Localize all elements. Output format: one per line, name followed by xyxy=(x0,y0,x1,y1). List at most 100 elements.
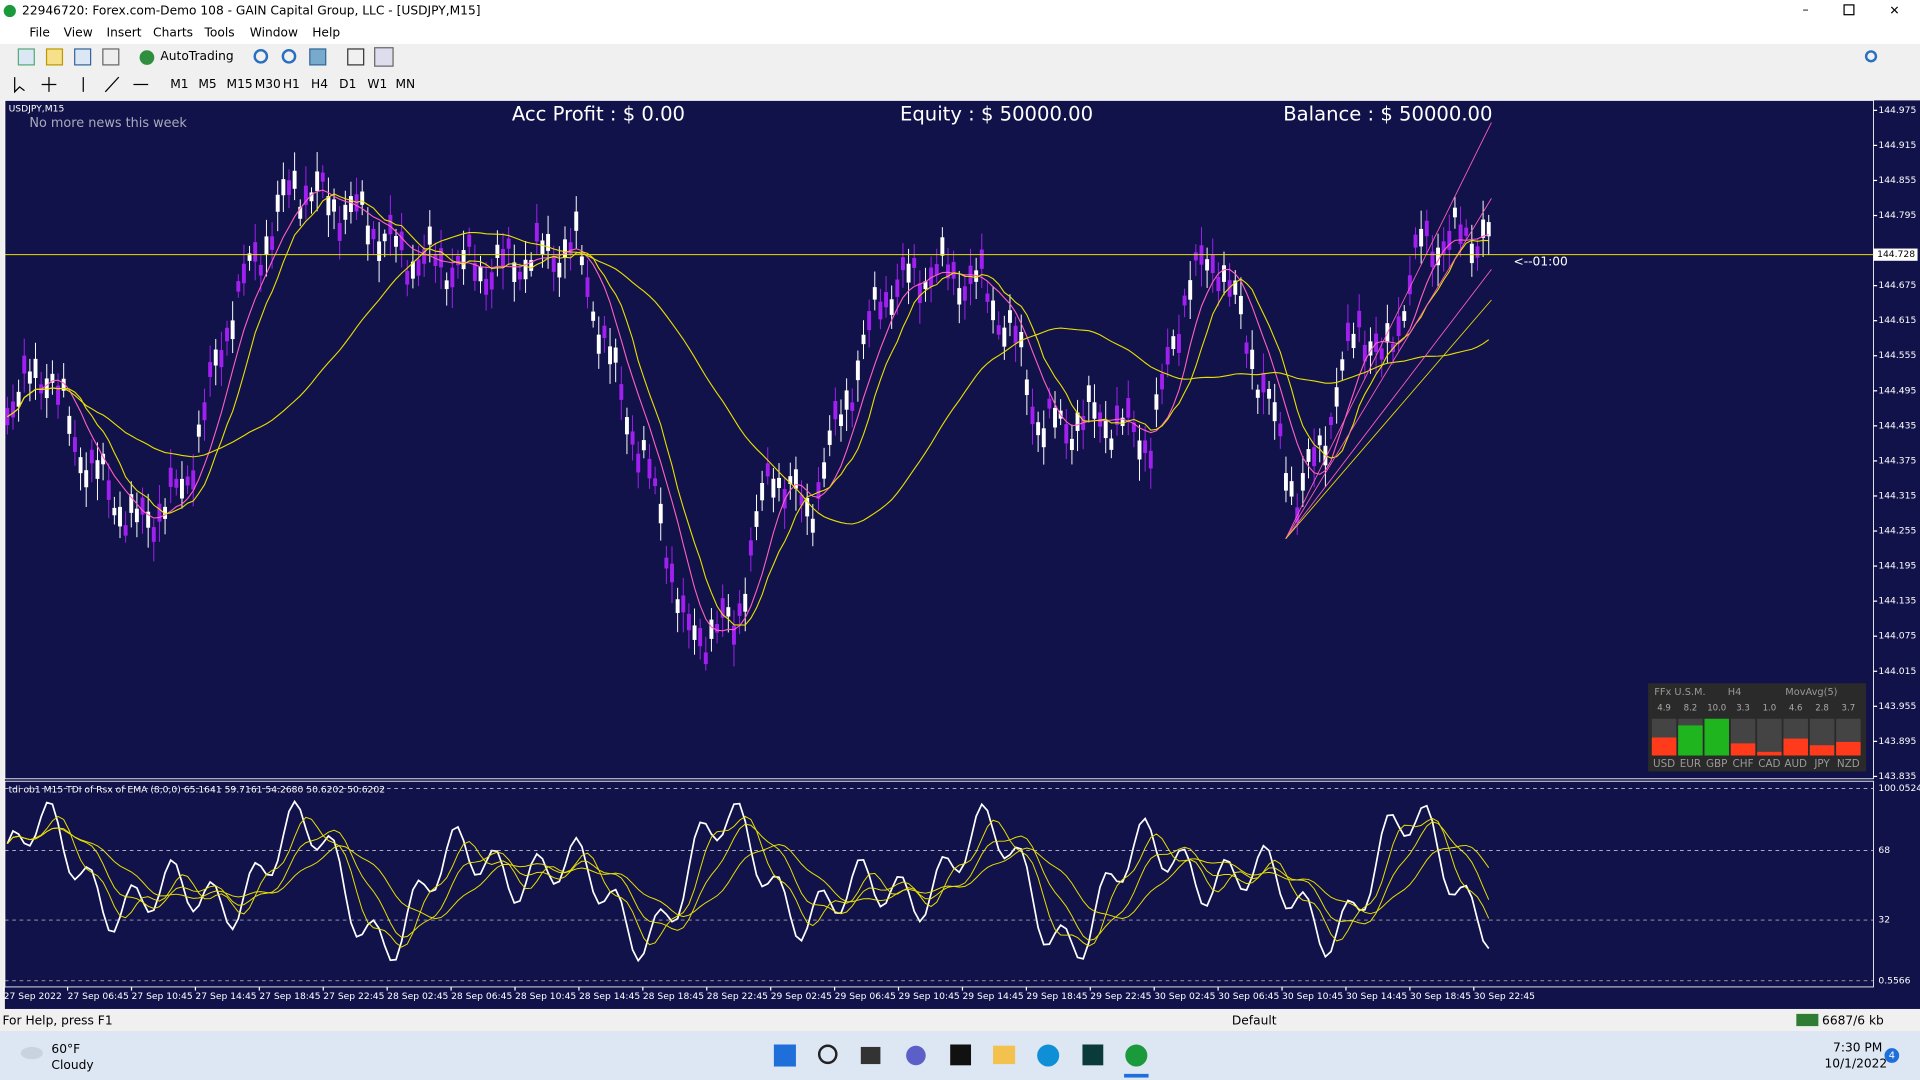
timeframe[interactable]: W1 xyxy=(367,77,387,91)
close[interactable]: ✕ xyxy=(1889,4,1899,18)
candle xyxy=(33,358,38,379)
price-label: 144.375 xyxy=(1878,455,1916,466)
notification-badge[interactable] xyxy=(1884,1048,1900,1063)
candle xyxy=(1244,342,1249,354)
time-label: 30 Sep 18:45 xyxy=(1410,991,1471,1002)
status-bar xyxy=(0,1008,1920,1032)
explorer[interactable] xyxy=(993,1045,1016,1065)
channel-line xyxy=(1285,122,1492,539)
tool-icon[interactable] xyxy=(74,48,92,66)
time-label: 29 Sep 22:45 xyxy=(1090,991,1151,1002)
shift[interactable] xyxy=(347,48,365,66)
cursor-tool[interactable] xyxy=(14,77,25,94)
candle xyxy=(574,211,579,231)
candle xyxy=(726,607,731,617)
candle xyxy=(675,599,680,614)
search[interactable] xyxy=(817,1044,838,1065)
candle xyxy=(44,378,49,399)
time-label: 27 Sep 10:45 xyxy=(132,991,193,1002)
meter-bar xyxy=(1809,745,1835,756)
start[interactable] xyxy=(773,1044,796,1067)
candle xyxy=(1182,295,1187,306)
candle xyxy=(855,360,860,381)
meter-currency: GBP xyxy=(1706,758,1727,770)
candle xyxy=(1233,280,1238,295)
meter-value: 4.6 xyxy=(1789,703,1803,713)
candle xyxy=(106,480,111,500)
timeframe[interactable]: H4 xyxy=(311,77,328,91)
candle xyxy=(906,263,911,283)
indicator-tick: 100.0524 xyxy=(1878,783,1920,794)
menu-item[interactable]: Window xyxy=(250,26,298,40)
candle xyxy=(394,236,398,247)
candle xyxy=(979,249,984,269)
time-label: 30 Sep 10:45 xyxy=(1282,991,1343,1002)
candle xyxy=(793,469,798,489)
rsx-line xyxy=(6,799,1490,963)
autotrading-icon[interactable] xyxy=(139,50,155,65)
chart-bg xyxy=(4,100,1920,1009)
candle xyxy=(1255,389,1260,398)
menu-item[interactable]: Tools xyxy=(203,26,234,40)
timeframe[interactable]: M30 xyxy=(255,77,281,91)
timeframe[interactable]: H1 xyxy=(283,77,300,91)
candle xyxy=(591,311,596,321)
timeframe[interactable]: M5 xyxy=(198,77,216,91)
candle xyxy=(1278,423,1283,437)
candle xyxy=(298,206,303,219)
zoom-in[interactable] xyxy=(253,48,269,64)
candle xyxy=(343,204,348,220)
candle xyxy=(50,373,55,383)
autotrading[interactable]: AutoTrading xyxy=(160,49,233,63)
maximize[interactable] xyxy=(1843,4,1855,16)
menu-item[interactable]: Insert xyxy=(107,26,142,40)
menu-item[interactable]: File xyxy=(29,26,49,40)
candle xyxy=(585,277,590,297)
minimize[interactable]: – xyxy=(1802,2,1808,16)
task-view[interactable] xyxy=(860,1046,881,1065)
candle xyxy=(27,371,32,384)
candle xyxy=(174,478,179,488)
news: No more news this week xyxy=(29,116,187,131)
candle xyxy=(1312,447,1317,467)
app[interactable] xyxy=(950,1044,972,1066)
candle xyxy=(1036,422,1041,436)
candle xyxy=(1334,387,1339,407)
candle xyxy=(196,424,201,437)
meter-currency: EUR xyxy=(1680,758,1701,770)
crosshair-tool[interactable] xyxy=(41,77,57,92)
menu-item[interactable]: Charts xyxy=(153,26,193,40)
tile[interactable] xyxy=(309,48,327,66)
autoscroll[interactable] xyxy=(374,47,394,67)
timeframe[interactable]: M1 xyxy=(170,77,188,91)
time-label: 28 Sep 14:45 xyxy=(579,991,640,1002)
menu-item[interactable]: View xyxy=(64,26,93,40)
chat[interactable] xyxy=(906,1045,926,1066)
timeframe[interactable]: M15 xyxy=(227,77,253,91)
zoom-out[interactable] xyxy=(281,48,297,64)
app[interactable] xyxy=(1082,1044,1104,1066)
trendline-tool[interactable] xyxy=(104,76,120,93)
candle xyxy=(337,223,342,241)
candle xyxy=(1430,251,1435,268)
edge[interactable] xyxy=(1037,1044,1060,1067)
price-label: 144.255 xyxy=(1878,526,1916,537)
tool-icon[interactable] xyxy=(102,48,120,66)
search[interactable] xyxy=(1864,50,1878,63)
time-label: 27 Sep 2022 xyxy=(4,991,62,1002)
candle xyxy=(1002,327,1007,347)
time-label: 29 Sep 14:45 xyxy=(962,991,1023,1002)
time-label: 28 Sep 06:45 xyxy=(451,991,512,1002)
mt4[interactable] xyxy=(1125,1044,1148,1067)
menu-item[interactable]: Help xyxy=(312,26,340,40)
status-traffic: 6687/6 kb xyxy=(1822,1014,1884,1028)
tool-icon[interactable] xyxy=(17,48,35,66)
candle xyxy=(157,503,162,522)
time-label: 27 Sep 06:45 xyxy=(68,991,129,1002)
timeframe[interactable]: MN xyxy=(396,77,416,91)
candle xyxy=(686,613,691,631)
candle xyxy=(275,194,280,212)
timeframe[interactable]: D1 xyxy=(339,77,356,91)
candle xyxy=(123,525,128,536)
tool-icon[interactable] xyxy=(45,48,64,66)
